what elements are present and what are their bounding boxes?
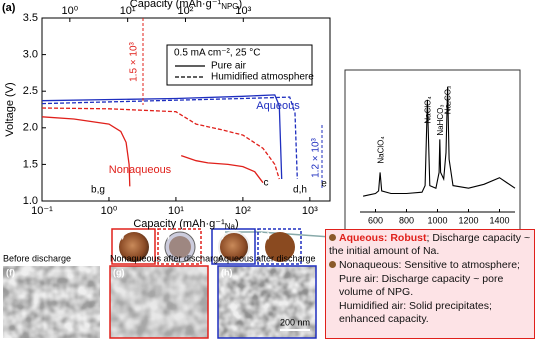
legend-label: Pure air	[211, 61, 247, 72]
axis-label: Capacity (mAh·g⁻¹NPG)	[130, 0, 242, 11]
x-tick-label: 600	[368, 215, 383, 225]
legend-title: 0.5 mA cm⁻², 25 °C	[174, 48, 261, 59]
bullet: Aqueous: Robust; Discharge capacity ~ th…	[329, 232, 531, 258]
peak-label: NaClO₄	[376, 136, 385, 163]
axis-label-close: )	[235, 218, 239, 230]
axis-label-close: )	[239, 0, 243, 10]
axis-label-sub: NPG	[221, 2, 238, 11]
photo-label: (e)	[260, 231, 270, 240]
y-tick-label: 2.5	[23, 85, 38, 97]
x2-tick-label: 10⁰	[62, 5, 79, 17]
line-series	[42, 117, 130, 187]
line-series	[181, 156, 263, 183]
summary-box: Aqueous: Robust; Discharge capacity ~ th…	[325, 229, 535, 339]
x-tick-label: 1400	[489, 215, 509, 225]
x-tick-label: 800	[399, 215, 414, 225]
x-tick-label: 1200	[458, 215, 478, 225]
y-axis-label: Voltage (V)	[4, 82, 16, 136]
axis-label: Capacity (mAh·g⁻¹Na)	[133, 218, 238, 231]
sem-image	[3, 266, 100, 338]
annotation: e	[321, 179, 327, 190]
annotation: c	[264, 178, 269, 189]
sem-title: Nonaqueous after discharge	[110, 253, 223, 263]
y-tick-label: 1.5	[23, 158, 38, 170]
x-tick-label: 1000	[427, 215, 447, 225]
photo-label: (b)	[114, 231, 125, 240]
figure: 200 nm 1.01.52.02.53.03.510⁻¹10⁰10¹10²10…	[0, 0, 535, 345]
panel-label: (a)	[2, 2, 16, 14]
text: Humidified air: Solid precipitates; enha…	[329, 300, 531, 326]
x-tick-label: 10⁻¹	[31, 205, 53, 217]
annotation: b,g	[91, 185, 105, 196]
y-tick-label: 3.5	[23, 12, 38, 24]
x-tick-label: 10³	[302, 205, 318, 217]
bold-text: Aqueous: Robust	[339, 232, 427, 244]
scale-bar-label: 200 nm	[280, 317, 310, 327]
peak-label: Na₂CO₃	[444, 86, 453, 115]
annotation: d,h	[293, 185, 307, 196]
legend-label: Humidified atmosphere	[211, 72, 314, 83]
x-tick-label: 10⁰	[101, 205, 118, 217]
text: Nonaqueous: Sensitive to atmosphere;	[339, 259, 520, 271]
text: Pure air: Discharge capacity ~ pore volu…	[329, 273, 531, 299]
sem-image	[110, 266, 208, 338]
axis-label-main: Capacity (mAh·g⁻¹	[130, 0, 222, 10]
photo-label: (c)	[160, 231, 170, 240]
bullet: Nonaqueous: Sensitive to atmosphere;	[329, 259, 531, 272]
x-tick-label: 10¹	[168, 205, 184, 217]
photo-label: (d)	[214, 231, 225, 240]
y-tick-label: 3.0	[23, 49, 38, 61]
annotation: Nonaqueous	[109, 164, 172, 176]
sem-label: (f)	[6, 267, 15, 277]
sem-label: (h)	[221, 267, 233, 277]
sem-title: Aqueous after discharge	[218, 253, 316, 263]
axis-label-sub: Na	[225, 222, 236, 231]
x-tick-label: 10²	[235, 205, 251, 217]
y-tick-label: 2.0	[23, 122, 38, 134]
sem-title: Before discharge	[3, 253, 71, 263]
axis-label-main: Capacity (mAh·g⁻¹	[133, 218, 225, 230]
annotation: 1.5 × 10³	[129, 41, 140, 81]
peak-label: NaClO₄	[424, 96, 433, 123]
annotation: Aqueous	[256, 100, 300, 112]
sem-label: (g)	[113, 267, 125, 277]
annotation: 1.2 × 10³	[311, 137, 322, 177]
